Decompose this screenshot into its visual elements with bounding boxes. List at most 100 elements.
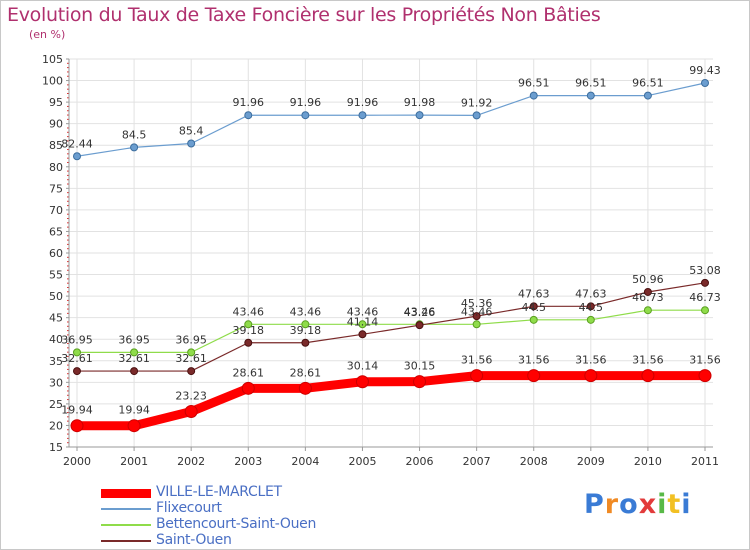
- y-tick-label: 60: [49, 247, 63, 260]
- data-label: 96.51: [575, 77, 607, 90]
- data-point: [301, 338, 310, 347]
- legend-label: VILLE-LE-MARCLET: [156, 484, 282, 500]
- data-label-layer: 19.94 19.94 23.23 28.61 28.61 30.14 30.15 31.56…: [61, 64, 721, 417]
- data-label: 91.96: [290, 96, 322, 109]
- series-line-1: [76, 82, 706, 157]
- y-tick-label: 50: [49, 290, 63, 303]
- data-label: 19.94: [61, 404, 93, 417]
- data-label: 43.46: [461, 305, 493, 318]
- data-point: [73, 367, 81, 376]
- logo-letter: i: [681, 489, 692, 520]
- data-label: 50.96: [632, 273, 664, 286]
- data-label: 30.15: [404, 360, 436, 373]
- data-point: [355, 375, 369, 389]
- y-tick-label: 85: [49, 139, 63, 152]
- chart-title: Evolution du Taux de Taxe Foncière sur l…: [7, 4, 601, 26]
- data-point: [413, 375, 427, 389]
- data-point: [241, 381, 255, 395]
- x-tick-label: 2008: [520, 455, 548, 468]
- data-label: 30.14: [347, 360, 379, 373]
- y-tick-label: 55: [49, 269, 63, 282]
- data-label: 23.23: [175, 390, 207, 403]
- y-tick-label: 70: [49, 204, 63, 217]
- data-point: [641, 369, 655, 383]
- data-label: 36.95: [175, 333, 207, 346]
- data-point: [301, 320, 310, 329]
- data-point: [643, 306, 652, 315]
- series-line-3: [77, 282, 706, 372]
- data-label: 31.56: [461, 354, 493, 367]
- x-tick-label: 2011: [691, 455, 719, 468]
- data-label: 31.56: [689, 354, 721, 367]
- data-point: [472, 320, 481, 329]
- data-label: 85.4: [179, 124, 204, 137]
- data-point: [187, 367, 196, 376]
- data-label: 46.73: [632, 291, 664, 304]
- data-point: [586, 315, 595, 324]
- x-tick-label: 2002: [177, 455, 205, 468]
- data-label: 82.44: [61, 137, 93, 150]
- legend-label: Saint-Ouen: [156, 532, 232, 548]
- data-label: 36.95: [61, 333, 93, 346]
- data-point: [127, 419, 141, 433]
- y-tick-label: 30: [49, 376, 63, 389]
- data-point: [130, 367, 139, 376]
- logo-letter: r: [604, 489, 620, 520]
- data-point: [529, 302, 538, 311]
- legend-swatch: [101, 540, 151, 542]
- y-tick-label: 20: [49, 419, 63, 432]
- series-line-2: [77, 309, 705, 353]
- data-label: 47.63: [575, 287, 607, 300]
- data-label: 32.61: [61, 352, 93, 365]
- data-point: [701, 278, 709, 287]
- y-tick-label: 90: [49, 118, 63, 131]
- data-point: [358, 111, 367, 120]
- data-label: 46.73: [689, 291, 721, 304]
- data-point: [358, 320, 367, 329]
- data-label: 43.46: [290, 305, 322, 318]
- y-tick-label: 25: [49, 398, 63, 411]
- data-point: [130, 143, 139, 152]
- y-axis-unit: (en %): [29, 28, 66, 41]
- y-tick-label: 105: [42, 53, 63, 66]
- data-label: 28.61: [290, 366, 322, 379]
- x-tick-label: 2009: [577, 455, 605, 468]
- x-tick-label: 2006: [406, 455, 434, 468]
- axes: 15 20 25 30 35 40 45 50 55 60 65 70 75 80 85 90 95 100 105…: [42, 53, 719, 468]
- y-tick-label: 95: [49, 96, 63, 109]
- series-line-0: [77, 371, 705, 431]
- x-tick-label: 2000: [63, 455, 91, 468]
- data-label: 32.61: [175, 352, 207, 365]
- data-point: [472, 111, 481, 120]
- data-point: [529, 315, 538, 324]
- data-label: 96.51: [518, 77, 550, 90]
- y-tick-label: 15: [49, 441, 63, 454]
- legend-swatch: [101, 508, 151, 510]
- data-label: 91.92: [461, 96, 493, 109]
- x-tick-label: 2010: [634, 455, 662, 468]
- data-point: [415, 111, 424, 120]
- data-point: [73, 348, 81, 357]
- x-tick-label: 2004: [291, 455, 319, 468]
- data-point: [529, 91, 538, 100]
- data-label: 31.56: [632, 354, 664, 367]
- data-label: 91.96: [233, 96, 265, 109]
- data-label: 47.63: [518, 287, 550, 300]
- y-tick-label: 100: [42, 75, 63, 88]
- data-point: [187, 348, 196, 357]
- proxiti-logo: Proxiti: [584, 489, 692, 520]
- grid: [69, 58, 713, 448]
- logo-letter: x: [638, 489, 658, 520]
- logo-letter: o: [619, 489, 639, 520]
- line-chart: 15 20 25 30 35 40 45 50 55 60 65 70 75 80 85 90 95 100 105…: [42, 53, 721, 468]
- data-label: 44.5: [579, 301, 604, 314]
- data-point: [184, 405, 198, 419]
- y-tick-label: 35: [49, 355, 63, 368]
- data-point: [130, 348, 139, 357]
- data-label: 31.56: [575, 354, 607, 367]
- data-label: 84.5: [122, 128, 147, 141]
- data-label: 32.61: [118, 352, 150, 365]
- data-point: [586, 302, 595, 311]
- data-point: [244, 320, 253, 329]
